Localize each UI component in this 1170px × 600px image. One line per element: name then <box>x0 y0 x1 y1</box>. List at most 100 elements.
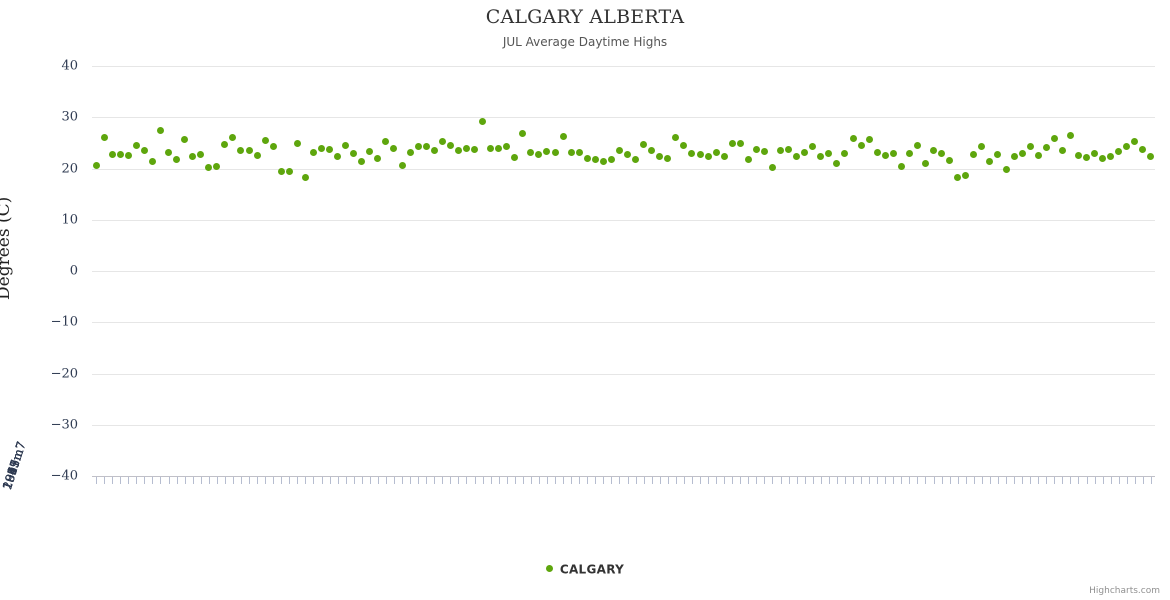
data-point[interactable] <box>946 156 954 164</box>
data-point[interactable] <box>664 155 672 163</box>
data-point[interactable] <box>462 144 470 152</box>
data-point[interactable] <box>1091 149 1099 157</box>
data-point[interactable] <box>591 155 599 163</box>
data-point[interactable] <box>116 151 124 159</box>
data-point[interactable] <box>938 150 946 158</box>
data-point[interactable] <box>978 143 986 151</box>
data-point[interactable] <box>438 138 446 146</box>
data-point[interactable] <box>760 147 768 155</box>
data-point[interactable] <box>1083 153 1091 161</box>
chart-legend[interactable]: CALGARY <box>0 562 1170 577</box>
data-point[interactable] <box>841 149 849 157</box>
data-point[interactable] <box>865 136 873 144</box>
credits-label[interactable]: Highcharts.com <box>1089 586 1160 596</box>
data-point[interactable] <box>615 147 623 155</box>
data-point[interactable] <box>406 149 414 157</box>
data-point[interactable] <box>446 142 454 150</box>
data-point[interactable] <box>575 148 583 156</box>
data-point[interactable] <box>1058 146 1066 154</box>
data-point[interactable] <box>857 142 865 150</box>
data-point[interactable] <box>535 150 543 158</box>
data-point[interactable] <box>1139 145 1147 153</box>
data-point[interactable] <box>132 141 140 149</box>
data-point[interactable] <box>390 145 398 152</box>
data-point[interactable] <box>277 167 285 175</box>
data-point[interactable] <box>785 145 793 153</box>
data-point[interactable] <box>1010 152 1018 160</box>
data-point[interactable] <box>495 144 503 152</box>
data-point[interactable] <box>124 151 132 159</box>
data-point[interactable] <box>897 163 905 171</box>
data-point[interactable] <box>1042 143 1050 151</box>
data-point[interactable] <box>221 141 229 149</box>
data-point[interactable] <box>422 143 430 151</box>
data-point[interactable] <box>237 147 245 155</box>
data-point[interactable] <box>382 138 390 146</box>
data-point[interactable] <box>1018 149 1026 157</box>
data-point[interactable] <box>624 150 632 158</box>
data-point[interactable] <box>930 147 938 155</box>
data-point[interactable] <box>229 134 237 142</box>
data-point[interactable] <box>809 143 817 151</box>
data-point[interactable] <box>970 150 978 158</box>
data-point[interactable] <box>197 150 205 158</box>
data-point[interactable] <box>962 172 970 180</box>
data-point[interactable] <box>833 159 841 167</box>
data-point[interactable] <box>414 142 422 150</box>
data-point[interactable] <box>736 140 744 148</box>
data-point[interactable] <box>165 148 172 156</box>
data-point[interactable] <box>704 153 712 161</box>
data-point[interactable] <box>318 144 325 152</box>
data-point[interactable] <box>849 135 857 143</box>
data-point[interactable] <box>768 164 776 172</box>
data-point[interactable] <box>148 157 156 165</box>
data-point[interactable] <box>752 145 760 153</box>
data-point[interactable] <box>269 143 277 151</box>
data-point[interactable] <box>1050 135 1058 143</box>
data-point[interactable] <box>567 148 575 156</box>
data-point[interactable] <box>720 152 728 160</box>
data-point[interactable] <box>744 155 752 163</box>
data-point[interactable] <box>487 145 495 152</box>
data-point[interactable] <box>1002 165 1010 173</box>
data-point[interactable] <box>309 148 317 156</box>
data-point[interactable] <box>213 163 221 171</box>
data-point[interactable] <box>253 151 261 159</box>
data-point[interactable] <box>1026 143 1034 151</box>
data-point[interactable] <box>156 126 164 134</box>
data-point[interactable] <box>599 158 607 166</box>
data-point[interactable] <box>342 142 350 150</box>
data-point[interactable] <box>189 152 197 160</box>
data-point[interactable] <box>100 134 108 142</box>
data-point[interactable] <box>1034 151 1042 159</box>
data-point[interactable] <box>921 159 929 167</box>
data-point[interactable] <box>986 157 994 165</box>
data-point[interactable] <box>825 150 833 158</box>
data-point[interactable] <box>793 152 801 160</box>
data-point[interactable] <box>954 173 962 181</box>
data-point[interactable] <box>511 153 519 161</box>
data-point[interactable] <box>1115 147 1123 155</box>
data-point[interactable] <box>696 150 704 158</box>
data-point[interactable] <box>261 137 269 145</box>
data-point[interactable] <box>905 149 913 157</box>
data-point[interactable] <box>301 174 309 182</box>
data-point[interactable] <box>285 168 293 176</box>
data-point[interactable] <box>543 147 551 155</box>
data-point[interactable] <box>913 142 921 150</box>
data-point[interactable] <box>374 154 382 162</box>
data-point[interactable] <box>680 142 688 150</box>
data-point[interactable] <box>366 148 374 156</box>
data-point[interactable] <box>293 140 301 148</box>
data-point[interactable] <box>205 163 213 171</box>
data-point[interactable] <box>889 149 897 157</box>
data-point[interactable] <box>527 149 535 157</box>
data-point[interactable] <box>817 152 825 160</box>
data-point[interactable] <box>245 147 253 155</box>
data-point[interactable] <box>1099 154 1107 162</box>
data-point[interactable] <box>994 150 1002 158</box>
legend-item-calgary[interactable]: CALGARY <box>559 562 625 577</box>
data-point[interactable] <box>326 145 334 153</box>
data-point[interactable] <box>583 154 591 162</box>
data-point[interactable] <box>648 146 656 154</box>
